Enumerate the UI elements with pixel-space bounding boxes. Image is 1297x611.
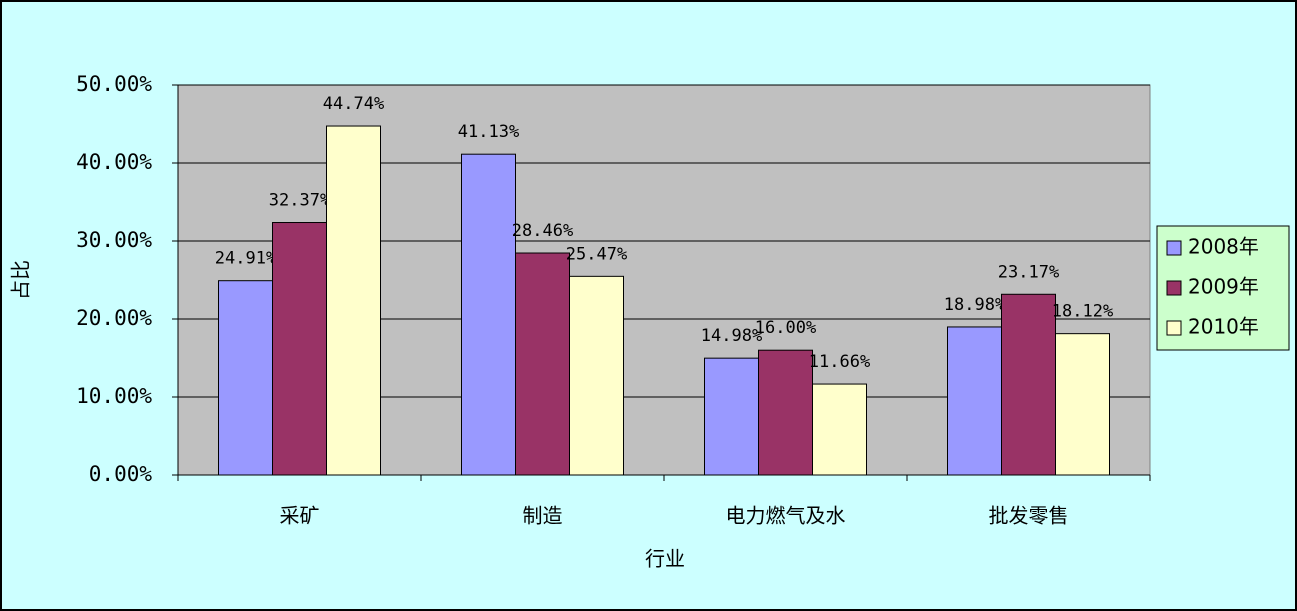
value-label: 14.98% <box>701 326 762 346</box>
y-tick-label: 50.00% <box>76 72 152 96</box>
bar <box>326 125 381 476</box>
bar <box>515 252 570 476</box>
bar <box>272 222 327 476</box>
value-label: 25.47% <box>566 244 627 264</box>
legend-label: 2008年 <box>1188 235 1259 259</box>
x-tick-label: 电力燃气及水 <box>726 504 846 528</box>
value-label: 18.12% <box>1052 302 1113 322</box>
x-axis-label: 行业 <box>645 547 685 571</box>
legend-label: 2009年 <box>1188 275 1259 299</box>
bar <box>218 280 273 476</box>
value-label: 41.13% <box>458 122 519 142</box>
x-tick-label: 批发零售 <box>989 504 1069 528</box>
bar <box>812 383 867 476</box>
y-tick-label: 30.00% <box>76 228 152 252</box>
y-axis-label: 占比 <box>9 260 33 300</box>
bar <box>758 349 813 476</box>
value-label: 23.17% <box>998 262 1059 282</box>
bar <box>947 326 1002 476</box>
value-label: 32.37% <box>269 191 330 211</box>
bar <box>461 153 516 476</box>
value-label: 24.91% <box>215 249 276 269</box>
x-tick-label: 采矿 <box>280 504 320 528</box>
value-label: 11.66% <box>809 352 870 372</box>
legend-swatch <box>1166 320 1182 336</box>
value-label: 16.00% <box>755 318 816 338</box>
y-tick-label: 0.00% <box>89 462 153 486</box>
y-tick-label: 10.00% <box>76 384 152 408</box>
bar <box>704 357 759 476</box>
x-tick-label: 制造 <box>523 504 563 528</box>
legend-label: 2010年 <box>1188 315 1259 339</box>
value-label: 28.46% <box>512 221 573 241</box>
y-tick-label: 40.00% <box>76 150 152 174</box>
value-label: 18.98% <box>944 295 1005 315</box>
bar <box>569 275 624 476</box>
y-tick-label: 20.00% <box>76 306 152 330</box>
legend-swatch <box>1166 280 1182 296</box>
legend-swatch <box>1166 240 1182 256</box>
bar <box>1001 293 1056 476</box>
value-label: 44.74% <box>323 94 384 114</box>
bar <box>1055 333 1110 476</box>
